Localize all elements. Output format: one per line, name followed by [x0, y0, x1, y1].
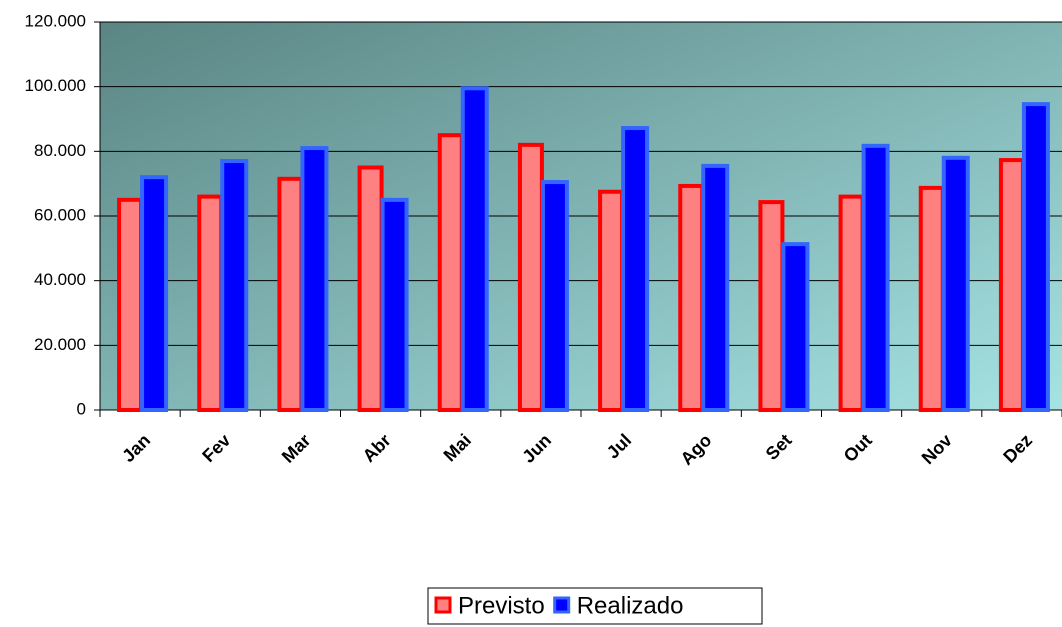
legend-swatch	[434, 596, 452, 614]
bar	[621, 126, 650, 412]
x-tick-label: Jun	[518, 430, 555, 467]
x-tick-label: Fev	[198, 430, 234, 466]
x-tick-label: Abr	[359, 430, 395, 466]
bar	[701, 163, 730, 412]
y-tick-label: 20.000	[34, 335, 86, 354]
y-tick-label: 0	[77, 399, 86, 418]
x-tick-label: Set	[762, 430, 796, 464]
y-tick-label: 120.000	[25, 11, 86, 30]
bar	[140, 175, 169, 412]
bar	[380, 197, 409, 412]
x-tick-label: Nov	[918, 430, 956, 468]
bar	[540, 180, 569, 412]
bar	[117, 197, 144, 412]
x-tick-label: Mai	[440, 430, 475, 465]
bar	[838, 194, 865, 412]
y-tick-label: 40.000	[34, 270, 86, 289]
bar	[918, 185, 945, 412]
legend-swatch	[553, 596, 571, 614]
bar	[220, 159, 249, 412]
x-tick-label: Jan	[118, 430, 154, 466]
x-tick-label: Ago	[677, 430, 716, 469]
bar	[460, 86, 489, 413]
y-tick-label: 80.000	[34, 141, 86, 160]
bar	[357, 165, 384, 412]
bar	[517, 142, 544, 412]
bar	[861, 143, 890, 412]
bar	[598, 189, 625, 412]
x-tick-label: Dez	[999, 430, 1036, 467]
bar	[781, 242, 810, 412]
bar	[437, 133, 464, 413]
bar	[277, 176, 304, 412]
bar	[758, 200, 785, 412]
x-tick-label: Jul	[603, 430, 636, 463]
bar	[197, 194, 224, 412]
bar	[941, 155, 970, 412]
bar	[1021, 102, 1050, 412]
legend-box	[427, 587, 763, 625]
y-tick-label: 100.000	[25, 76, 86, 95]
legend-label: Previsto	[458, 592, 545, 619]
bar	[998, 158, 1025, 412]
y-tick-label: 60.000	[34, 205, 86, 224]
x-tick-label: Out	[840, 430, 876, 466]
legend-label: Realizado	[577, 592, 684, 619]
x-tick-label: Mar	[278, 430, 315, 467]
bar	[300, 146, 329, 412]
bar	[678, 183, 705, 412]
